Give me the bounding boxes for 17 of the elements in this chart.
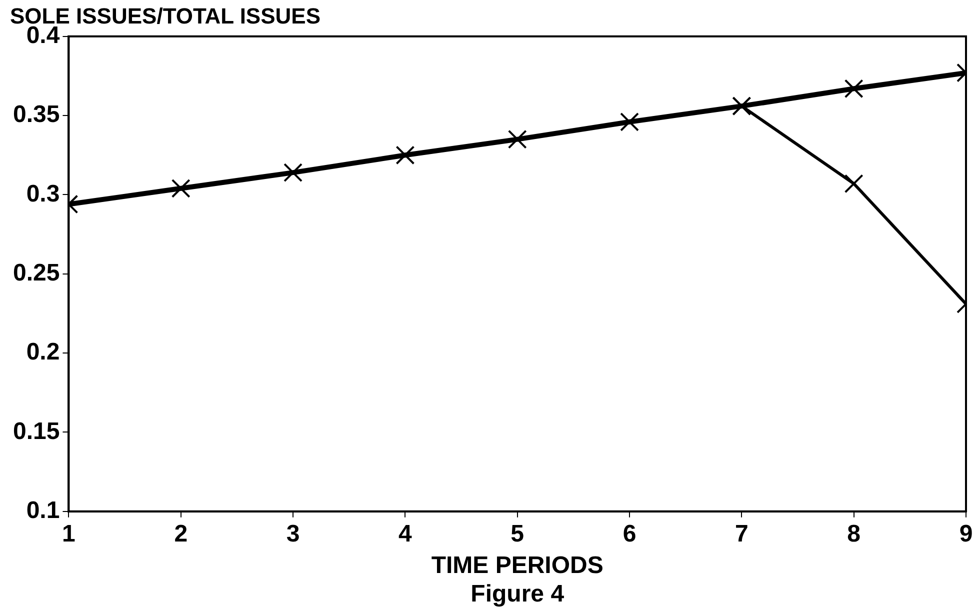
x-tick-label: 8 <box>847 520 861 548</box>
x-tick-label: 6 <box>622 520 636 548</box>
x-tick-label: 3 <box>286 520 300 548</box>
x-axis-title: TIME PERIODS <box>431 552 604 580</box>
y-tick-label: 0.15 <box>12 418 60 445</box>
y-tick-label: 0.3 <box>26 180 60 208</box>
x-tick-label: 5 <box>510 520 524 548</box>
x-tick-label: 2 <box>174 520 188 548</box>
y-tick-label: 0.35 <box>12 101 60 128</box>
x-tick-label: 7 <box>735 520 748 548</box>
x-tick-label: 1 <box>62 520 76 548</box>
y-tick-label: 0.25 <box>12 260 60 287</box>
caption: Figure 4 <box>470 580 565 608</box>
x-tick-label: 4 <box>398 520 413 548</box>
x-tick-label: 9 <box>959 520 973 548</box>
y-tick-label: 0.2 <box>26 338 60 366</box>
y-tick-label: 0.1 <box>26 497 60 524</box>
